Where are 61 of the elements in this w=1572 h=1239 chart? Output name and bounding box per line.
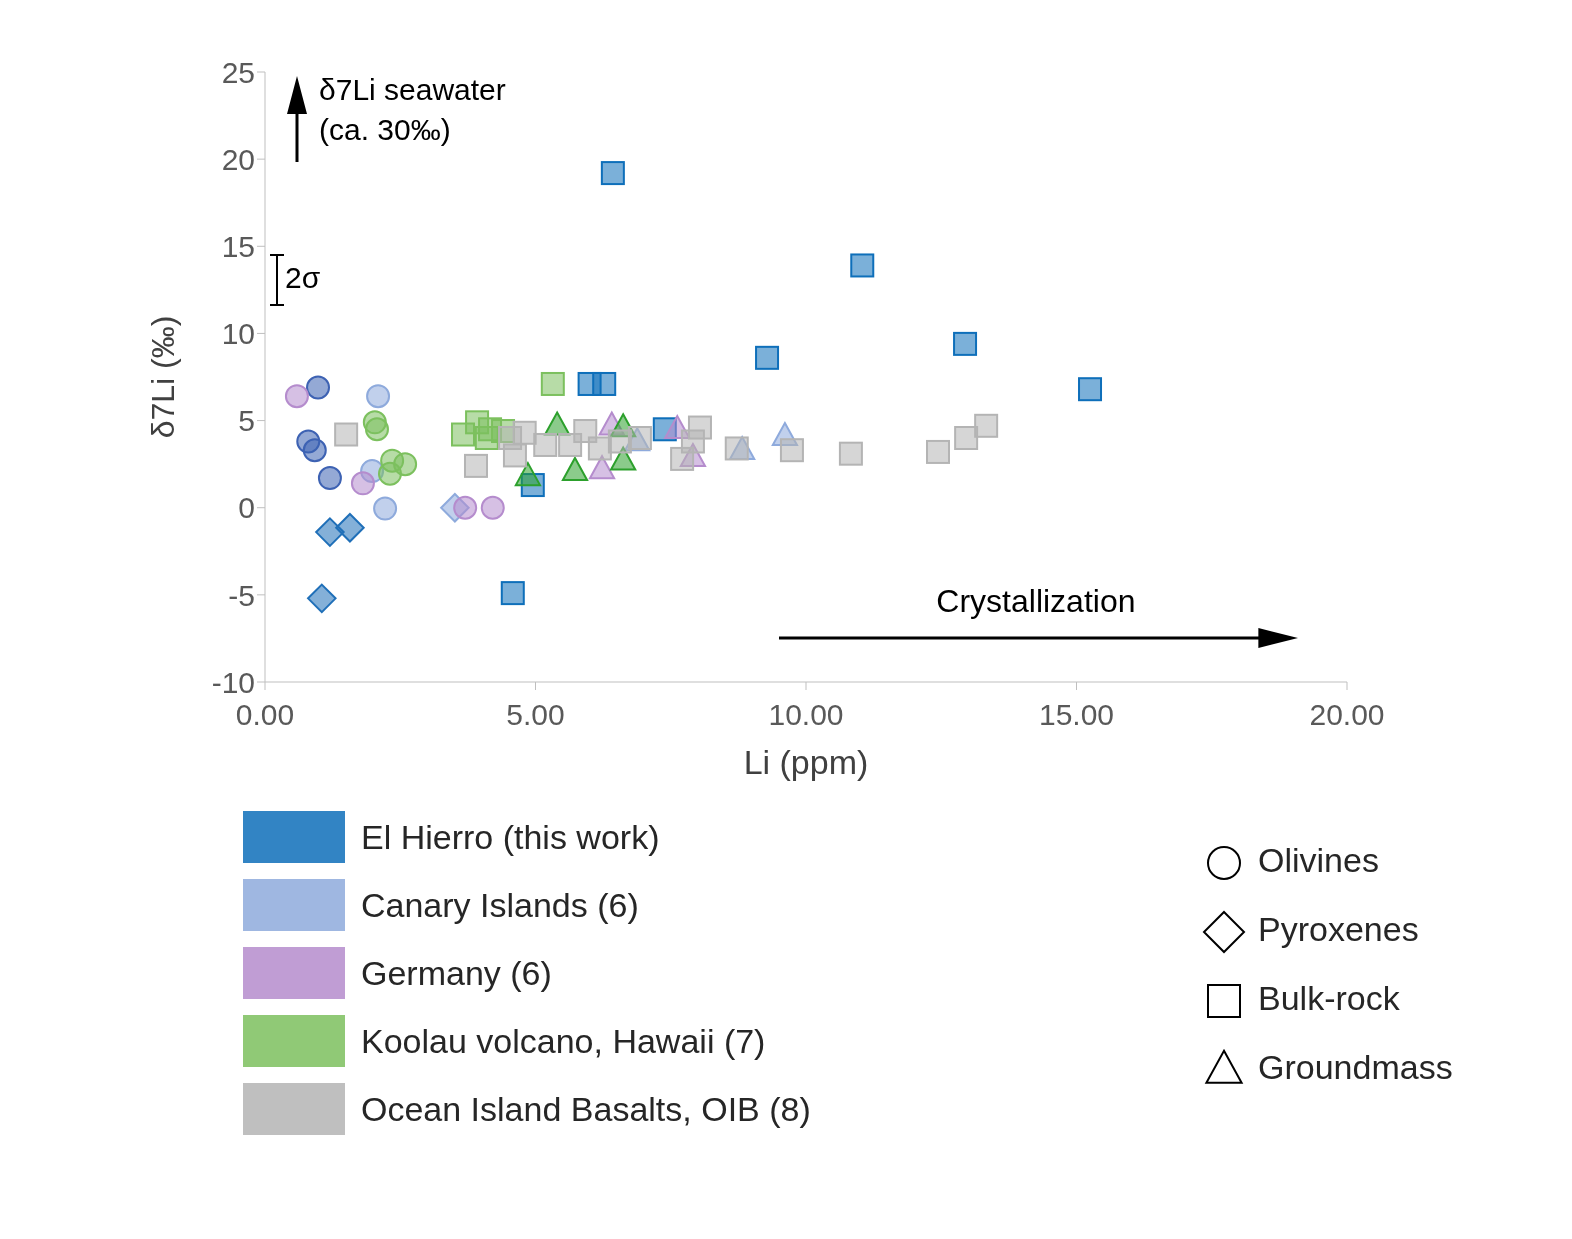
point	[974, 413, 999, 438]
y-tick-label: 15	[221, 229, 255, 263]
point	[540, 371, 565, 396]
point	[779, 438, 804, 463]
text: Bulk-rock	[1258, 979, 1400, 1018]
point	[724, 436, 749, 461]
x-tick-label: 10.00	[768, 698, 844, 732]
point	[335, 513, 365, 543]
point	[514, 462, 542, 487]
point	[592, 371, 617, 396]
x-tick-label: 5.00	[506, 698, 565, 732]
point	[302, 438, 327, 463]
annotation: 2σ	[285, 261, 321, 296]
y-tick-label: 0	[238, 491, 255, 525]
point	[307, 583, 337, 614]
point	[366, 384, 391, 409]
annotation: Crystallization	[935, 582, 1137, 620]
point	[533, 432, 558, 457]
text: Olivines	[1258, 841, 1379, 880]
point	[377, 461, 402, 486]
y-tick-label: 20	[221, 142, 255, 176]
annotation: δ7Li seawater (ca. 30‰)	[319, 72, 507, 148]
x-tick-label: 0.00	[235, 698, 295, 732]
x-axis-title: Li (ppm)	[743, 743, 869, 781]
point	[953, 331, 978, 356]
point	[317, 466, 342, 491]
point	[926, 439, 950, 464]
point	[838, 441, 863, 466]
point	[373, 496, 398, 521]
y-tick-label: -10	[211, 665, 255, 699]
point	[474, 426, 499, 450]
point	[350, 471, 375, 496]
text: Pyroxenes	[1258, 910, 1419, 949]
point	[954, 426, 979, 450]
point	[600, 161, 625, 186]
point	[500, 581, 525, 606]
y-tick-label: 10	[221, 317, 255, 351]
point	[463, 453, 488, 478]
legend-label: El Hierro (this work)	[361, 817, 660, 857]
point	[850, 253, 875, 278]
legend-label: Koolau volcano, Hawaii (7)	[361, 1021, 766, 1061]
point	[364, 417, 389, 442]
point	[573, 419, 598, 444]
legend-label: Ocean Island Basalts, OIB (8)	[361, 1089, 811, 1129]
y-tick-label: 25	[221, 55, 255, 89]
text: Groundmass	[1258, 1048, 1453, 1087]
y-tick-label: 5	[238, 404, 255, 438]
point	[284, 384, 309, 409]
legend-label: Germany (6)	[361, 953, 552, 993]
point	[334, 422, 359, 447]
point	[480, 495, 505, 520]
x-tick-label: 20.00	[1309, 698, 1385, 732]
y-axis-title: δ7Li (‰)	[145, 315, 182, 439]
legend-label: Canary Islands (6)	[361, 885, 639, 925]
y-tick-label: -5	[228, 578, 255, 612]
point	[670, 446, 695, 471]
point	[306, 375, 331, 400]
point	[502, 443, 527, 468]
x-tick-label: 15.00	[1038, 698, 1115, 732]
point	[755, 345, 780, 370]
point	[1078, 377, 1103, 402]
